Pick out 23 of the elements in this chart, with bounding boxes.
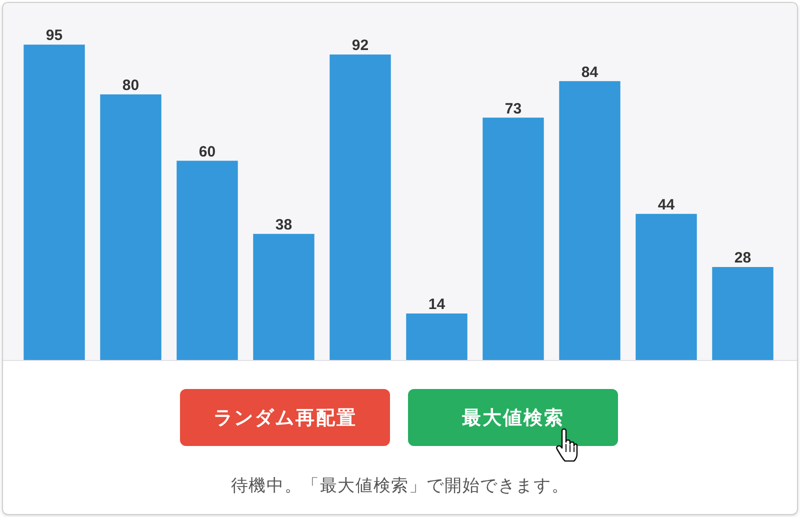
bar <box>482 118 544 360</box>
bar <box>559 81 620 360</box>
data-label: 92 <box>352 37 369 54</box>
data-label: 84 <box>581 64 599 81</box>
data-label: 28 <box>734 250 752 267</box>
bar <box>636 214 697 360</box>
text: 最大値検索 <box>408 389 618 446</box>
text: 待機中。「最大値検索」で開始できます。 <box>230 475 570 497</box>
bar <box>330 54 391 360</box>
data-label: 80 <box>122 77 140 94</box>
data-label: 60 <box>198 143 216 160</box>
data-label: 73 <box>504 100 522 118</box>
data-label: 44 <box>658 196 676 214</box>
data-label: 38 <box>275 216 292 234</box>
bar <box>176 160 238 360</box>
data-label: 14 <box>428 296 446 314</box>
data-label: 95 <box>46 27 63 44</box>
bar <box>406 314 468 360</box>
bar <box>712 267 774 360</box>
bar <box>24 44 85 360</box>
text: ランダム再配置 <box>180 389 390 446</box>
bar <box>253 234 314 360</box>
bar <box>100 94 162 360</box>
